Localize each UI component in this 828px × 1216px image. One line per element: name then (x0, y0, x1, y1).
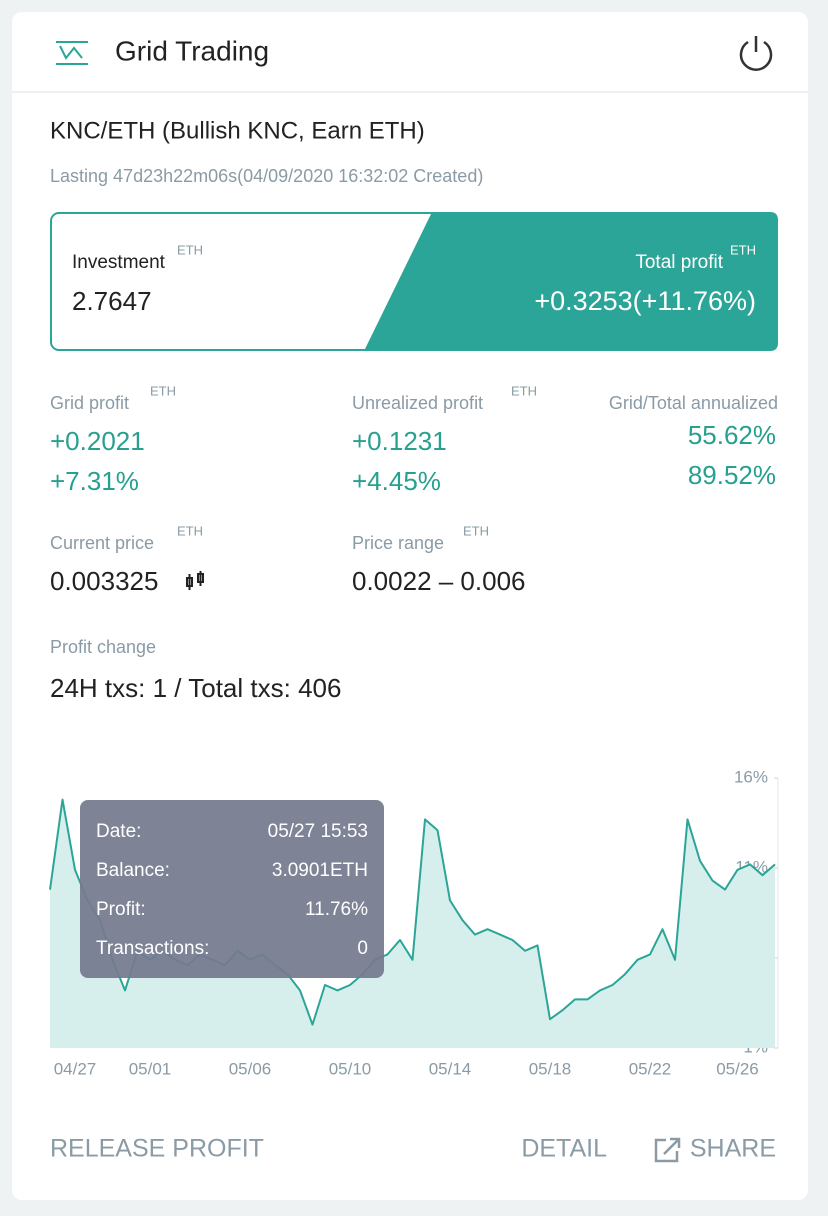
unrealized-percent: +4.45% (352, 466, 441, 496)
share-icon (654, 1137, 681, 1163)
x-tick-label: 05/22 (629, 1059, 672, 1078)
x-tick-label: 05/06 (229, 1059, 272, 1078)
unrealized-label: Unrealized profit (352, 393, 483, 413)
tooltip-label: Profit: (96, 899, 146, 920)
x-tick-label: 04/27 (54, 1059, 97, 1078)
annualized-total: 89.52% (688, 460, 776, 490)
x-tick-label: 05/14 (429, 1059, 472, 1078)
x-tick-label: 05/26 (716, 1059, 759, 1078)
tooltip (80, 800, 384, 978)
grid-profit-label: Grid profit (50, 393, 129, 413)
header-title: Grid Trading (115, 35, 269, 66)
txs-summary: 24H txs: 1 / Total txs: 406 (50, 673, 341, 703)
tooltip-value: 11.76% (305, 899, 368, 920)
x-tick-label: 05/01 (129, 1059, 172, 1078)
total-profit-value: +0.3253(+11.76%) (534, 286, 756, 316)
tooltip-value: 3.0901ETH (272, 860, 368, 881)
investment-value: 2.7647 (72, 286, 152, 316)
price-range-label: Price range (352, 533, 444, 553)
annualized-label: Grid/Total annualized (609, 393, 778, 413)
y-tick-label: 16% (734, 767, 768, 786)
power-button[interactable] (739, 36, 773, 71)
profit-chart: 1%6%11%16%04/2705/0105/0605/1005/1405/18… (49, 767, 779, 1078)
profit-change-label: Profit change (50, 637, 156, 657)
grid-profit-unit: ETH (150, 383, 176, 398)
grid-profit-percent: +7.31% (50, 466, 139, 496)
grid-profit-amount: +0.2021 (50, 426, 145, 456)
x-tick-label: 05/18 (529, 1059, 572, 1078)
current-price-label: Current price (50, 533, 154, 553)
current-price-unit: ETH (177, 523, 203, 538)
tooltip-label: Transactions: (96, 938, 209, 959)
grid-icon (56, 41, 88, 65)
unrealized-unit: ETH (511, 383, 537, 398)
total-profit-unit: ETH (730, 242, 756, 257)
tooltip-label: Balance: (96, 860, 170, 881)
investment-unit: ETH (177, 242, 203, 257)
tooltip-label: Date: (96, 821, 141, 842)
x-tick-label: 05/10 (329, 1059, 372, 1078)
total-profit-label: Total profit (635, 252, 723, 273)
lasting: Lasting 47d23h22m06s(04/09/2020 16:32:02… (50, 166, 483, 186)
tooltip-value: 05/27 15:53 (268, 821, 368, 842)
investment-label: Investment (72, 252, 166, 273)
release-profit-button[interactable]: RELEASE PROFIT (50, 1135, 264, 1163)
share-button[interactable]: SHARE (690, 1135, 776, 1163)
profit-panel (364, 212, 778, 351)
pair-title: KNC/ETH (Bullish KNC, Earn ETH) (50, 117, 425, 144)
area-fill (50, 799, 775, 1048)
tooltip-value: 0 (357, 938, 368, 959)
price-range-unit: ETH (463, 523, 489, 538)
candle-icon[interactable] (186, 571, 204, 590)
detail-button[interactable]: DETAIL (521, 1135, 607, 1163)
price-range-value: 0.0022 – 0.006 (352, 566, 526, 596)
current-price-value: 0.003325 (50, 566, 158, 596)
unrealized-amount: +0.1231 (352, 426, 447, 456)
annualized-grid: 55.62% (688, 420, 776, 450)
